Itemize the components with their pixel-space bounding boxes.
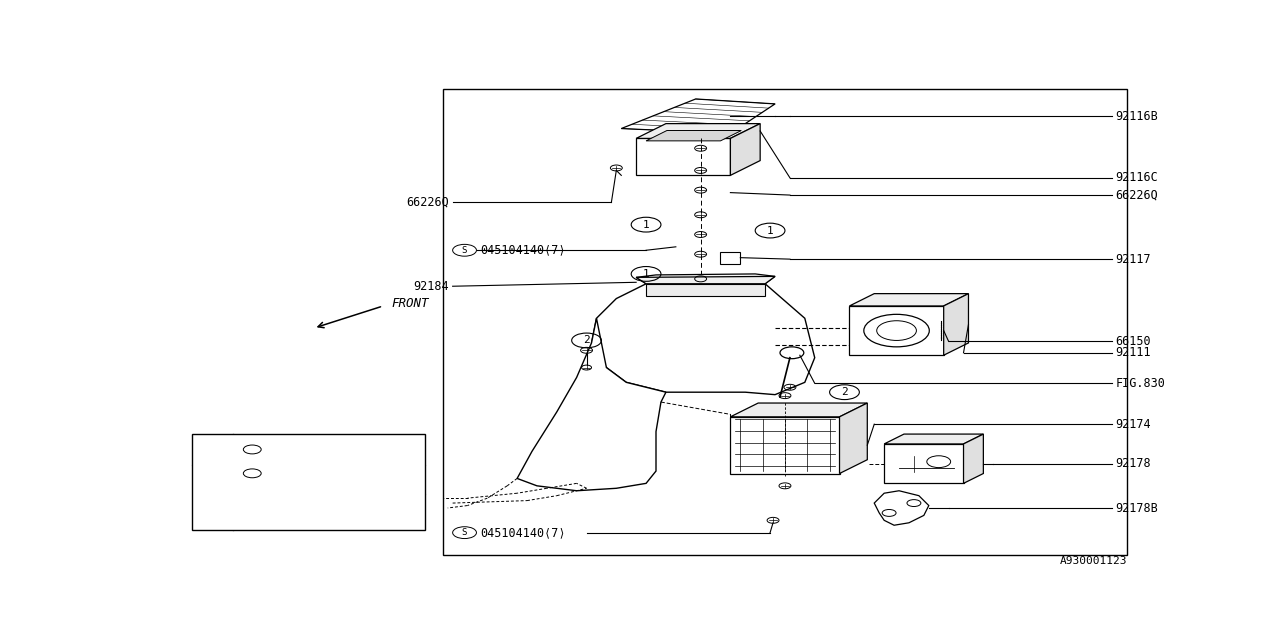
Polygon shape xyxy=(884,434,983,444)
Text: 046405163(6): 046405163(6) xyxy=(264,443,348,456)
Polygon shape xyxy=(636,276,776,284)
Text: S: S xyxy=(462,246,467,255)
Text: 1: 1 xyxy=(643,269,649,279)
Text: 92116B: 92116B xyxy=(1115,109,1158,123)
Bar xyxy=(192,434,425,530)
Bar xyxy=(443,89,1128,555)
Text: 048605203(5): 048605203(5) xyxy=(264,467,348,480)
Text: 2: 2 xyxy=(209,493,216,502)
Polygon shape xyxy=(646,131,741,141)
Polygon shape xyxy=(636,274,776,284)
Text: 92178B: 92178B xyxy=(1115,502,1158,515)
Polygon shape xyxy=(850,306,943,355)
Text: A930001123: A930001123 xyxy=(1060,556,1128,566)
Text: FIG.830: FIG.830 xyxy=(1115,377,1165,390)
Polygon shape xyxy=(721,252,740,264)
Text: FRONT: FRONT xyxy=(392,297,429,310)
Text: 1: 1 xyxy=(209,444,216,454)
Text: S: S xyxy=(250,445,255,454)
Text: 66150: 66150 xyxy=(1115,335,1151,348)
Text: 2: 2 xyxy=(841,387,847,397)
Text: 045104140⟨7⟩: 045104140⟨7⟩ xyxy=(480,244,566,257)
Polygon shape xyxy=(731,417,840,474)
Text: Q860009 0409-: Q860009 0409- xyxy=(242,506,340,518)
Text: 92184: 92184 xyxy=(413,280,449,292)
Polygon shape xyxy=(636,138,731,175)
Text: 92117: 92117 xyxy=(1115,253,1151,266)
Polygon shape xyxy=(591,284,815,395)
Polygon shape xyxy=(884,444,964,483)
Text: 1: 1 xyxy=(643,220,649,230)
Text: 〈 -0408〉: 〈 -0408〉 xyxy=(253,479,310,492)
Polygon shape xyxy=(636,124,760,138)
Text: 2: 2 xyxy=(584,335,590,346)
Text: 045104140⟨7⟩: 045104140⟨7⟩ xyxy=(480,526,566,539)
Text: S: S xyxy=(462,528,467,537)
Text: S: S xyxy=(250,469,255,478)
Text: 92116C: 92116C xyxy=(1115,172,1158,184)
Polygon shape xyxy=(731,124,760,175)
Polygon shape xyxy=(874,491,929,525)
Polygon shape xyxy=(964,434,983,483)
Text: 92178: 92178 xyxy=(1115,457,1151,470)
Text: 1: 1 xyxy=(767,225,773,236)
Text: 66226Q: 66226Q xyxy=(406,196,449,209)
Polygon shape xyxy=(943,294,969,355)
Polygon shape xyxy=(840,403,868,474)
Polygon shape xyxy=(646,284,765,296)
Text: 92111: 92111 xyxy=(1115,346,1151,359)
Polygon shape xyxy=(517,318,666,491)
Polygon shape xyxy=(621,99,776,134)
Polygon shape xyxy=(850,294,969,306)
Text: 92174: 92174 xyxy=(1115,418,1151,431)
Polygon shape xyxy=(731,403,868,417)
Text: 66226Q: 66226Q xyxy=(1115,189,1158,202)
